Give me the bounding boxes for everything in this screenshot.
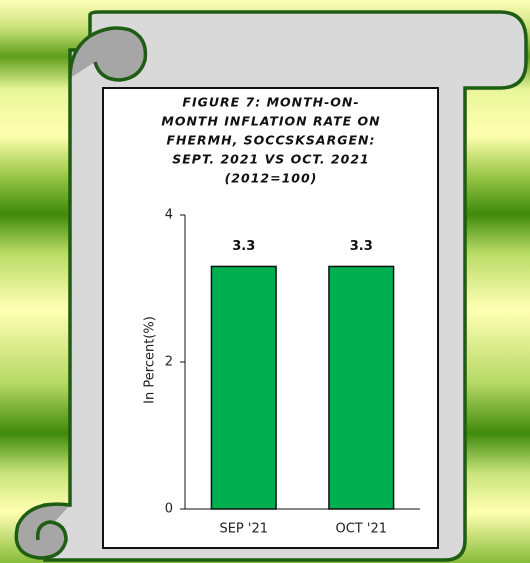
scroll-bottom-roll — [14, 502, 71, 560]
y-axis-label: In Percent(%) — [143, 316, 158, 404]
value-label: 3.3 — [350, 239, 373, 254]
bar — [328, 265, 395, 510]
value-label: 3.3 — [232, 239, 255, 254]
chart-title: FHERMH, SOCCSKSARGEN: — [167, 133, 376, 148]
chart-title: MONTH INFLATION RATE ON — [161, 114, 380, 129]
y-tick-label: 4 — [165, 208, 173, 223]
chart-title: (2012=100) — [225, 171, 318, 186]
y-tick-label: 0 — [165, 502, 173, 517]
scroll-top-roll — [68, 26, 148, 82]
x-tick-label: OCT '21 — [336, 522, 388, 537]
x-tick-label: SEP '21 — [219, 522, 268, 537]
chart-title: FIGURE 7: MONTH-ON- — [182, 95, 359, 110]
y-tick-label: 2 — [165, 355, 173, 370]
chart-title: SEPT. 2021 VS OCT. 2021 — [172, 152, 369, 167]
bar — [210, 265, 277, 510]
